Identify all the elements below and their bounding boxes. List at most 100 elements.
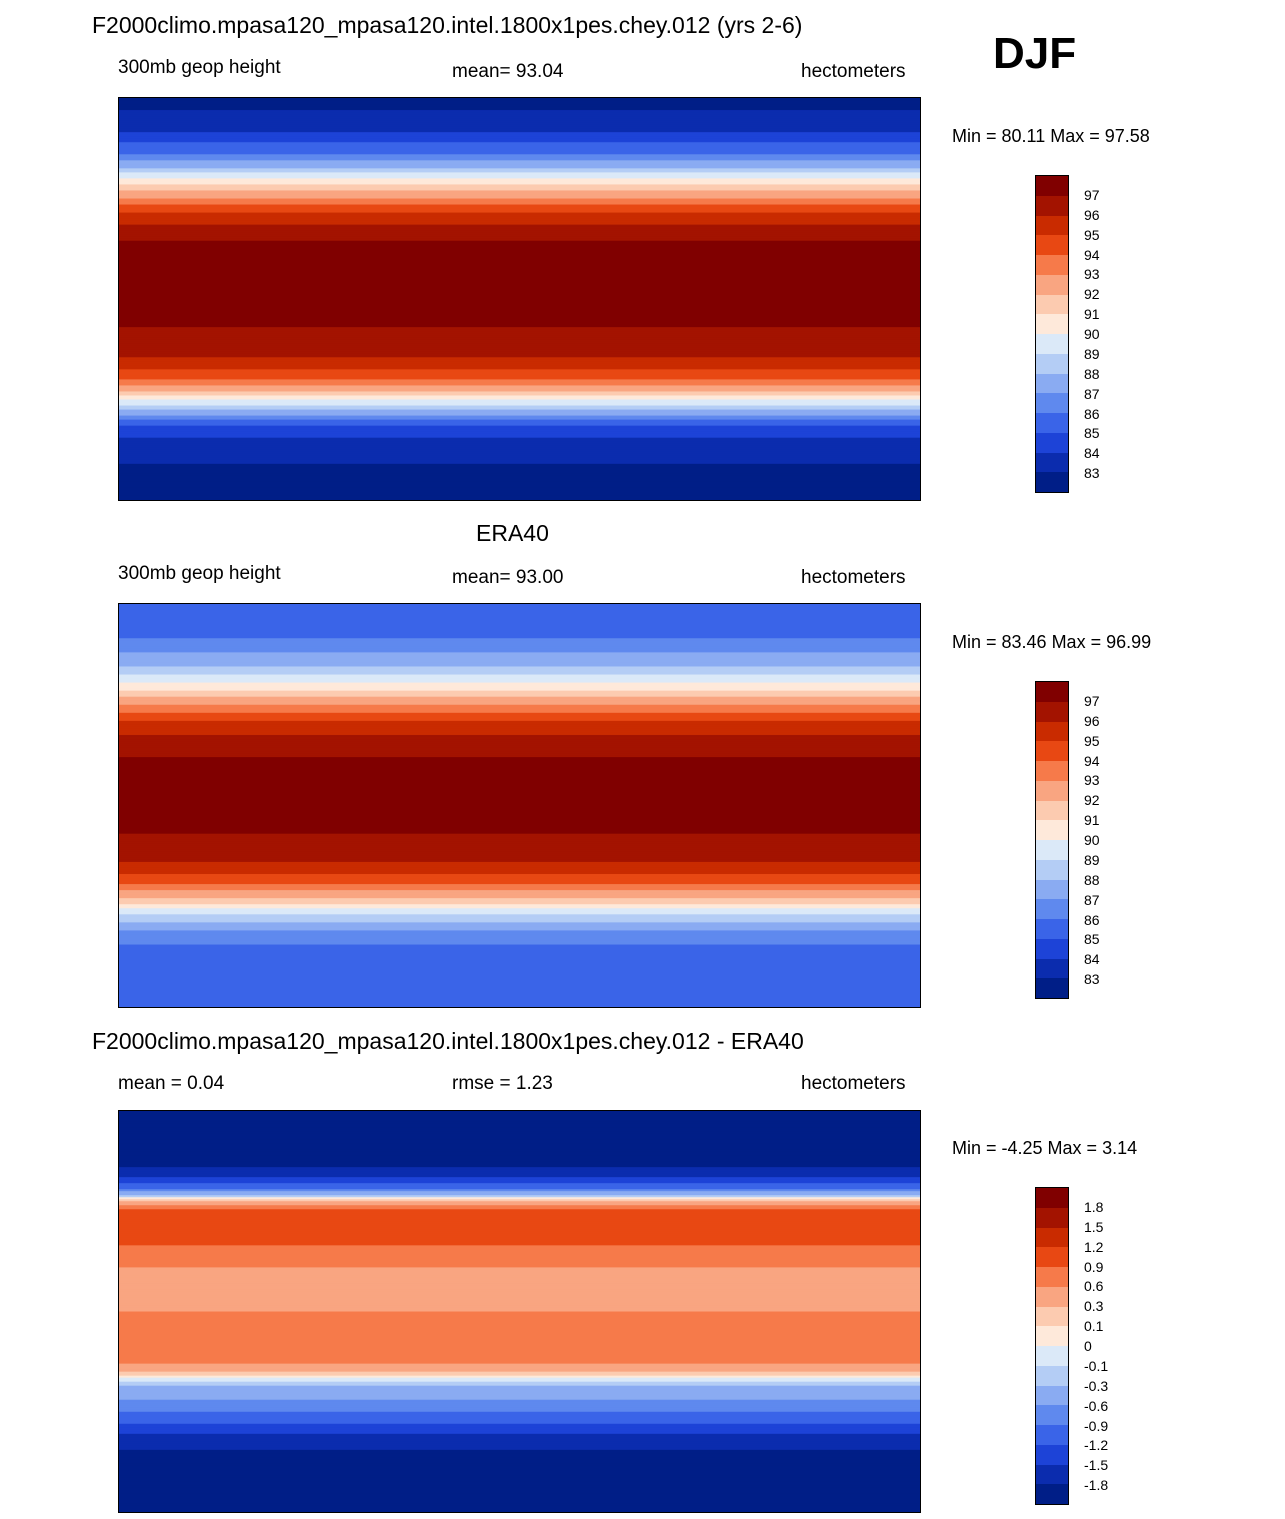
heatmap-band	[119, 680, 920, 684]
heatmap-band	[119, 425, 920, 429]
heatmap-band	[119, 920, 920, 923]
heatmap-band	[119, 682, 920, 686]
heatmap-band	[119, 936, 920, 940]
heatmap-band	[119, 1509, 920, 1512]
heatmap-band	[119, 98, 920, 101]
heatmap-band	[119, 180, 920, 184]
colorbar-tick-label: -1.8	[1084, 1477, 1109, 1494]
heatmap-band	[119, 1153, 920, 1156]
heatmap-band	[119, 783, 920, 786]
panel-2-mean-label: mean= 93.00	[452, 567, 564, 588]
colorbar-swatch	[1036, 353, 1068, 374]
heatmap-band	[119, 863, 920, 867]
colorbar-swatch	[1036, 1365, 1068, 1386]
heatmap-band	[119, 1197, 920, 1200]
heatmap-band	[119, 114, 920, 117]
heatmap-band	[119, 1307, 920, 1311]
heatmap-band	[119, 724, 920, 728]
heatmap-band	[119, 212, 920, 216]
heatmap-band	[119, 656, 920, 660]
heatmap-band	[119, 1393, 920, 1397]
heatmap-band	[119, 1123, 920, 1126]
heatmap-band	[119, 825, 920, 829]
heatmap-band	[119, 359, 920, 362]
colorbar-tick-label: 0.6	[1084, 1278, 1104, 1295]
colorbar-swatch	[1036, 432, 1068, 453]
heatmap-band	[119, 1397, 920, 1401]
heatmap-band	[119, 457, 920, 461]
heatmap-band	[119, 900, 920, 903]
colorbar-swatch	[1036, 1267, 1068, 1287]
colorbar-tick-label: 95	[1084, 732, 1100, 749]
heatmap-band	[119, 465, 920, 469]
heatmap-band	[119, 473, 920, 477]
heatmap-band	[119, 890, 920, 893]
heatmap-band	[119, 1441, 920, 1445]
heatmap-band	[119, 307, 920, 310]
colorbar-tick-label: -1.5	[1084, 1457, 1109, 1474]
heatmap-band	[119, 383, 920, 387]
heatmap-band	[119, 216, 920, 220]
panel-3-rmse-label: rmse = 1.23	[452, 1073, 553, 1094]
heatmap-band	[119, 692, 920, 696]
colorbar-swatch	[1036, 195, 1068, 216]
heatmap-band	[119, 200, 920, 204]
heatmap-band	[119, 940, 920, 944]
heatmap-band	[119, 150, 920, 153]
heatmap-band	[119, 1175, 920, 1178]
panel-1-mean-label: mean= 93.04	[452, 61, 564, 82]
colorbar-tick-label: 94	[1084, 752, 1100, 769]
colorbar-swatch	[1036, 373, 1068, 394]
heatmap-band	[119, 1431, 920, 1435]
heatmap-band	[119, 1401, 920, 1405]
panel-2-left-label: 300mb geop height	[118, 563, 281, 584]
heatmap-band	[119, 616, 920, 619]
heatmap-band	[119, 130, 920, 133]
heatmap-band	[119, 272, 920, 276]
heatmap-band	[119, 966, 920, 970]
heatmap-band	[119, 888, 920, 891]
heatmap-band	[119, 347, 920, 350]
heatmap-band	[119, 264, 920, 268]
colorbar-swatch	[1036, 701, 1068, 722]
colorbar-tick-label: 96	[1084, 712, 1100, 729]
heatmap-band	[119, 445, 920, 449]
heatmap-band	[119, 1117, 920, 1120]
heatmap-band	[119, 954, 920, 958]
heatmap-band	[119, 1405, 920, 1409]
heatmap-band	[119, 331, 920, 334]
heatmap-band	[119, 417, 920, 421]
heatmap-band	[119, 644, 920, 647]
heatmap-band	[119, 749, 920, 752]
heatmap-band	[119, 1205, 920, 1208]
heatmap-band	[119, 443, 920, 447]
heatmap-band	[119, 124, 920, 127]
heatmap-band	[119, 1265, 920, 1268]
colorbar-tick-label: 0	[1084, 1338, 1092, 1354]
panel-3-colorbar	[1035, 1187, 1069, 1505]
heatmap-band	[119, 1277, 920, 1281]
heatmap-band	[119, 964, 920, 968]
colorbar-swatch	[1036, 1207, 1068, 1228]
heatmap-band	[119, 210, 920, 214]
colorbar-tick-label: -0.3	[1084, 1377, 1109, 1394]
heatmap-band	[119, 1157, 920, 1160]
heatmap-band	[119, 996, 920, 1000]
heatmap-band	[119, 1325, 920, 1329]
heatmap-band	[119, 1293, 920, 1297]
heatmap-band	[119, 301, 920, 304]
heatmap-band	[119, 252, 920, 256]
colorbar-tick-label: 91	[1084, 812, 1100, 829]
heatmap-band	[119, 704, 920, 708]
heatmap-band	[119, 134, 920, 137]
heatmap-band	[119, 321, 920, 324]
colorbar-tick-label: 92	[1084, 792, 1100, 809]
heatmap-band	[119, 278, 920, 282]
heatmap-band	[119, 128, 920, 131]
heatmap-band	[119, 176, 920, 180]
heatmap-band	[119, 385, 920, 389]
heatmap-band	[119, 1137, 920, 1140]
heatmap-band	[119, 1221, 920, 1224]
heatmap-band	[119, 1385, 920, 1389]
heatmap-band	[119, 684, 920, 688]
